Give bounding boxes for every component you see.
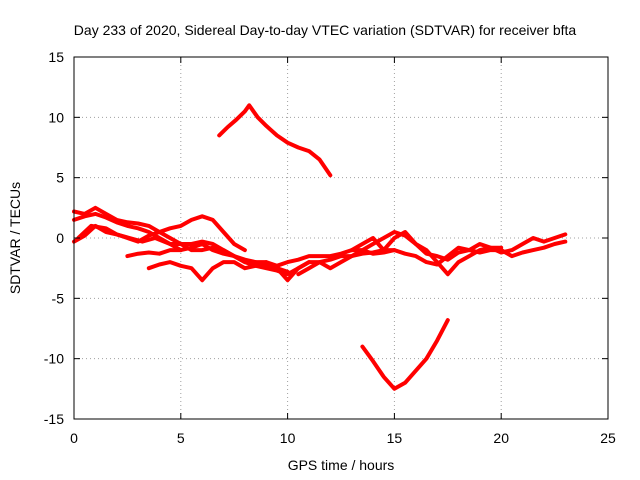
series-arc-8 <box>349 230 568 262</box>
x-tick-label: 20 <box>493 430 509 446</box>
y-tick-label: -10 <box>44 351 64 367</box>
x-axis-label: GPS time / hours <box>288 457 395 473</box>
x-tick-labels: 0 5 10 15 20 25 <box>70 430 616 446</box>
series-arc-10 <box>360 318 450 391</box>
y-tick-label: 0 <box>56 230 64 246</box>
y-tick-label: -5 <box>52 290 65 306</box>
y-tick-label: -15 <box>44 411 64 427</box>
y-tick-label: 10 <box>48 109 64 125</box>
y-tick-label: 15 <box>48 49 64 65</box>
y-tick-labels: -15 -10 -5 0 5 10 15 <box>44 49 64 427</box>
x-tick-label: 15 <box>387 430 403 446</box>
x-tick-label: 0 <box>70 430 78 446</box>
series-arc-4 <box>76 223 183 253</box>
chart-title: Day 233 of 2020, Sidereal Day-to-day VTE… <box>74 22 577 38</box>
x-tick-label: 5 <box>177 430 185 446</box>
series-group <box>72 103 568 391</box>
series-arc-9 <box>217 103 333 178</box>
ticks <box>73 56 609 420</box>
x-tick-label: 10 <box>280 430 296 446</box>
x-tick-label: 25 <box>600 430 616 446</box>
y-tick-label: 5 <box>56 170 64 186</box>
y-axis-label: SDTVAR / TECUs <box>7 182 23 294</box>
